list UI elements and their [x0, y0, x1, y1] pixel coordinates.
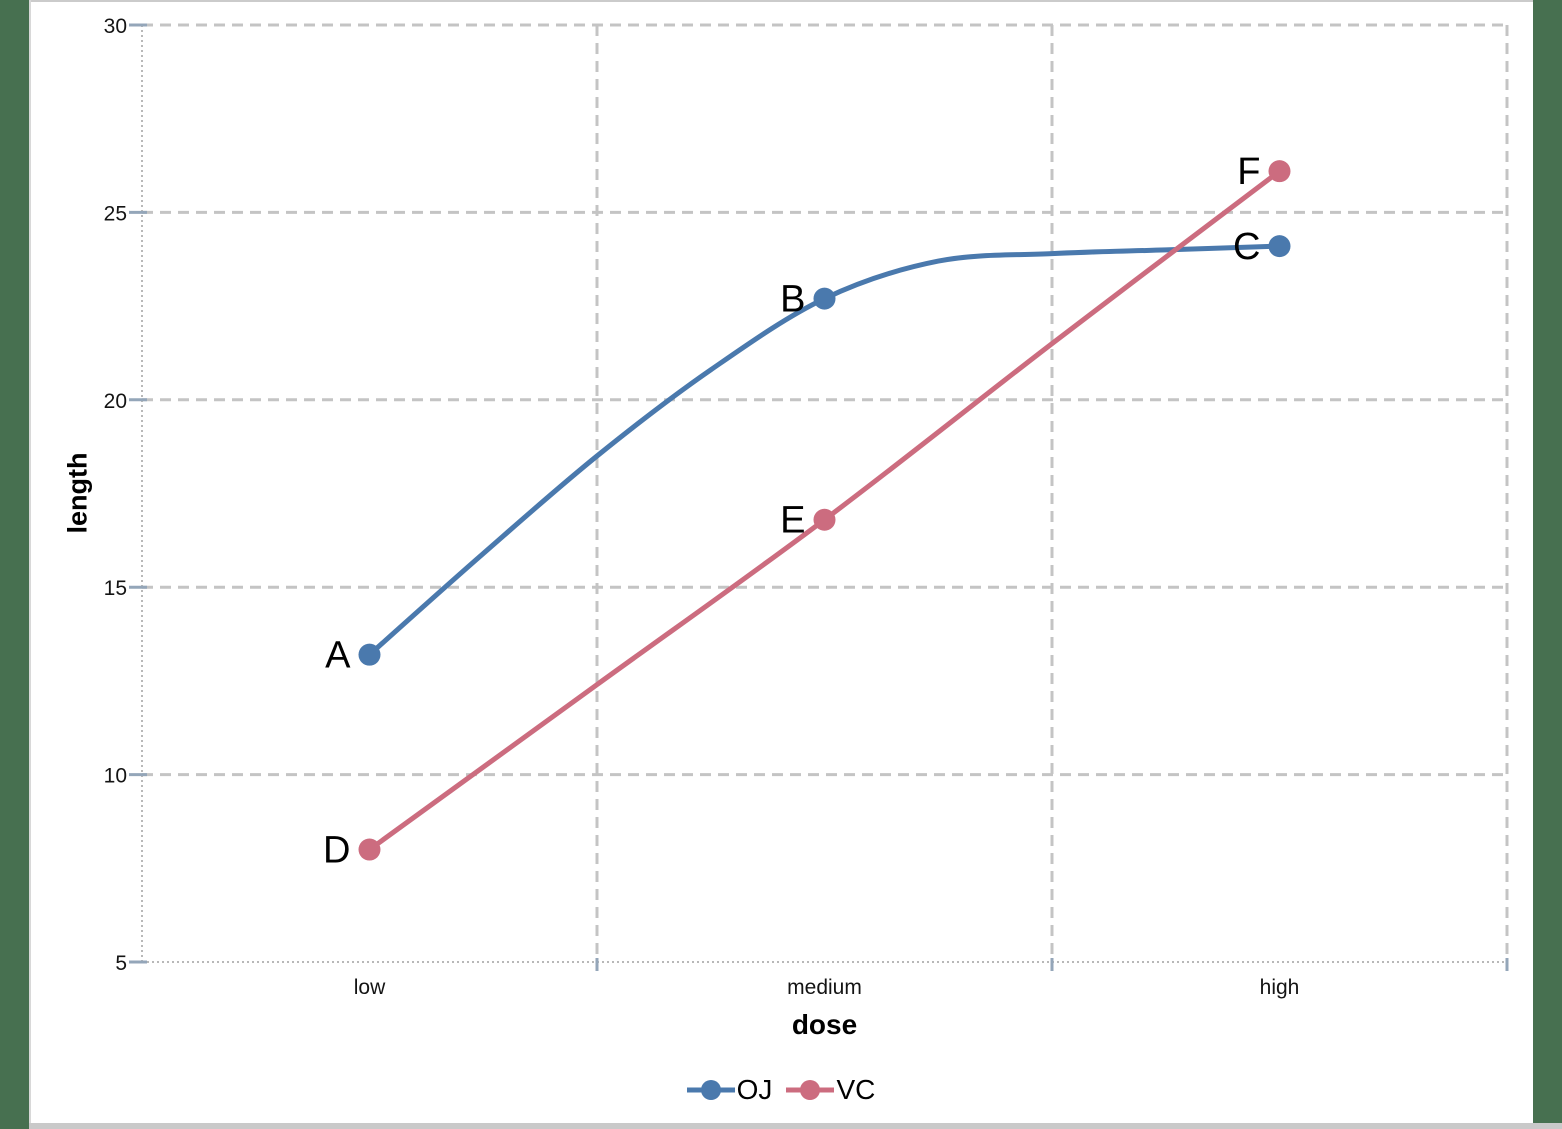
data-point-label: E	[780, 500, 805, 542]
x-tick-label: high	[1260, 976, 1300, 999]
window-background-right	[1533, 0, 1562, 1129]
y-tick-label: 25	[104, 202, 127, 225]
data-point-label: C	[1233, 226, 1260, 268]
data-point-oj-high	[1268, 235, 1291, 258]
legend-key-oj-icon	[686, 1080, 735, 1100]
data-point-vc-high	[1268, 160, 1291, 183]
window-background-left	[0, 0, 29, 1129]
legend-item-vc: VC	[786, 1074, 875, 1106]
legend: OJ VC	[0, 1074, 1562, 1106]
y-axis-title: length	[62, 452, 93, 534]
data-point-label: D	[323, 830, 350, 872]
canvas-top-border	[29, 0, 1533, 2]
data-point-oj-low	[358, 643, 381, 666]
data-point-label: A	[325, 635, 351, 677]
legend-item-oj: OJ	[686, 1074, 773, 1106]
legend-label-oj: OJ	[736, 1074, 773, 1105]
data-point-label: B	[780, 279, 805, 321]
y-tick-label: 30	[104, 15, 127, 38]
data-point-oj-medium	[813, 287, 836, 310]
y-tick-label: 10	[104, 765, 127, 788]
x-tick-label: medium	[787, 976, 862, 999]
data-point-label: F	[1237, 151, 1260, 193]
y-tick-label: 5	[115, 952, 127, 975]
x-axis-title: dose	[791, 1009, 858, 1040]
x-tick-label: low	[354, 976, 386, 999]
legend-label-vc: VC	[836, 1074, 876, 1105]
y-tick-label: 15	[104, 577, 127, 600]
y-tick-label: 20	[104, 390, 127, 413]
legend-key-vc-icon	[786, 1080, 835, 1100]
series-line-oj	[367, 243, 1282, 658]
canvas-bottom-border	[29, 1123, 1562, 1129]
data-point-vc-medium	[813, 508, 836, 531]
data-point-vc-low	[358, 838, 381, 861]
canvas-left-border	[29, 0, 31, 1123]
